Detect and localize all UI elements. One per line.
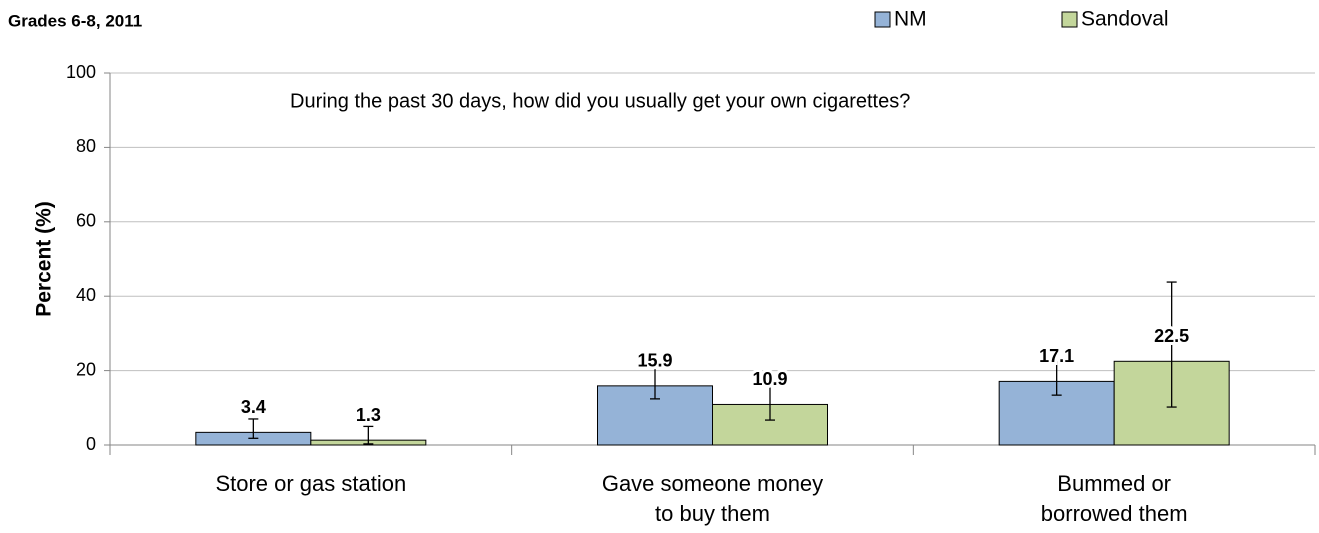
- legend-label: Sandoval: [1081, 8, 1169, 31]
- legend-label: NM: [894, 8, 927, 31]
- y-tick-label: 40: [76, 285, 96, 305]
- annotation: During the past 30 days, how did you usu…: [290, 90, 910, 112]
- y-tick-label: 60: [76, 211, 96, 231]
- data-label: 1.3: [356, 405, 381, 425]
- legend-swatch: [1061, 11, 1078, 28]
- y-tick-label: 20: [76, 359, 96, 379]
- y-tick-label: 100: [66, 62, 96, 82]
- data-label: 10.9: [752, 369, 787, 389]
- data-label: 17.1: [1039, 346, 1074, 366]
- chart-title: Grades 6-8, 2011: [8, 11, 142, 30]
- y-tick-label: 0: [86, 434, 96, 454]
- legend-swatch: [874, 11, 891, 28]
- x-tick-label: Gave someone money to buy them: [601, 471, 824, 526]
- data-label: 15.9: [637, 351, 672, 371]
- x-tick-label: Bummed or borrowed them: [1040, 471, 1188, 526]
- y-tick-label: 80: [76, 136, 96, 156]
- x-tick-label: Store or gas station: [215, 471, 407, 496]
- data-label: 3.4: [241, 397, 266, 417]
- y-axis-label: Percent (%): [33, 201, 56, 317]
- data-label: 22.5: [1154, 326, 1189, 346]
